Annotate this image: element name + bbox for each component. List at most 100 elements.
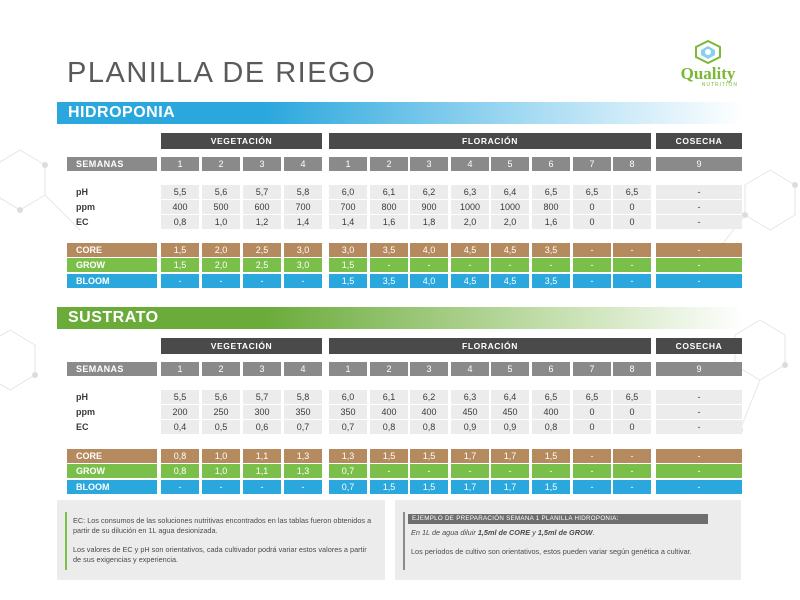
grow-cell: 1,5 (161, 258, 199, 272)
ph-cell: 5,6 (202, 390, 240, 404)
core-cell: 3,0 (284, 243, 322, 257)
ec-cell: 0 (573, 215, 611, 229)
ppm-cell: 400 (532, 405, 570, 419)
logo-word: Quality (680, 64, 736, 83)
logo-emblem-icon (695, 40, 721, 64)
week-cell: 3 (243, 157, 281, 171)
ec-cell: 1,4 (329, 215, 367, 229)
ph-cell: - (656, 390, 742, 404)
ec-cell: 1,4 (284, 215, 322, 229)
core-cell: - (656, 449, 742, 463)
week-cell: 1 (329, 157, 367, 171)
ph-cell: 5,6 (202, 185, 240, 199)
row-label-bloom: BLOOM (67, 274, 157, 288)
grow-cell: 2,0 (202, 258, 240, 272)
ppm-cell: 500 (202, 200, 240, 214)
core-cell: 1,3 (284, 449, 322, 463)
bloom-cell: - (656, 480, 742, 494)
bloom-cell: - (656, 274, 742, 288)
bloom-cell: - (243, 274, 281, 288)
core-cell: 3,0 (329, 243, 367, 257)
ec-cell: 0,4 (161, 420, 199, 434)
row-label-ppm: ppm (76, 202, 95, 212)
ph-cell: 5,7 (243, 185, 281, 199)
bloom-cell: - (284, 274, 322, 288)
core-cell: 1,5 (161, 243, 199, 257)
grow-cell: - (573, 464, 611, 478)
ec-cell: - (656, 420, 742, 434)
ppm-cell: 800 (532, 200, 570, 214)
core-cell: 0,8 (161, 449, 199, 463)
ppm-cell: - (656, 200, 742, 214)
example-part: y (530, 528, 538, 537)
grow-cell: 1,1 (243, 464, 281, 478)
ppm-cell: 0 (573, 405, 611, 419)
grow-cell: 0,8 (161, 464, 199, 478)
header-vegetacion: VEGETACIÓN (161, 338, 322, 354)
ec-cell: 0 (613, 215, 651, 229)
ec-cell: 1,0 (202, 215, 240, 229)
week-cell: 3 (410, 157, 448, 171)
header-vegetacion: VEGETACIÓN (161, 133, 322, 149)
ppm-cell: 250 (202, 405, 240, 419)
row-label-ph: pH (76, 392, 88, 402)
bloom-cell: - (202, 274, 240, 288)
week-cell: 9 (656, 157, 742, 171)
ppm-cell: 700 (329, 200, 367, 214)
bloom-cell: 0,7 (329, 480, 367, 494)
grow-cell: - (532, 258, 570, 272)
bloom-cell: - (161, 274, 199, 288)
ppm-cell: 1000 (491, 200, 529, 214)
bloom-cell: - (202, 480, 240, 494)
ppm-cell: 0 (613, 200, 651, 214)
week-cell: 6 (532, 362, 570, 376)
ec-cell: 1,6 (532, 215, 570, 229)
week-cell: 6 (532, 157, 570, 171)
row-label-ph: pH (76, 187, 88, 197)
bloom-cell: - (573, 274, 611, 288)
example-core-dose: 1,5ml de CORE (477, 528, 531, 537)
bloom-cell: 1,5 (329, 274, 367, 288)
ph-cell: 5,5 (161, 185, 199, 199)
example-part: . (592, 528, 595, 537)
ph-cell: 6,5 (613, 185, 651, 199)
row-label-semanas: SEMANAS (67, 362, 157, 376)
ph-cell: 6,5 (532, 185, 570, 199)
ec-cell: 0,9 (491, 420, 529, 434)
ec-cell: 1,8 (410, 215, 448, 229)
bloom-cell: 1,7 (491, 480, 529, 494)
row-label-bloom: BLOOM (67, 480, 157, 494)
bloom-cell: - (613, 480, 651, 494)
core-cell: 1,1 (243, 449, 281, 463)
bloom-cell: 3,5 (532, 274, 570, 288)
grow-cell: - (410, 464, 448, 478)
ph-cell: 5,7 (243, 390, 281, 404)
row-label-ec: EC (76, 422, 89, 432)
ph-cell: 6,1 (370, 390, 408, 404)
week-cell: 2 (370, 362, 408, 376)
ph-cell: 5,5 (161, 390, 199, 404)
ph-cell: 5,8 (284, 185, 322, 199)
core-cell: 2,5 (243, 243, 281, 257)
ppm-cell: 350 (329, 405, 367, 419)
example-part: En 1L de agua diluir (411, 528, 478, 537)
bloom-cell: - (573, 480, 611, 494)
week-cell: 4 (451, 157, 489, 171)
section-title: HIDROPONIA (68, 104, 176, 121)
ec-cell: 1,6 (370, 215, 408, 229)
row-label-ppm: ppm (76, 407, 95, 417)
row-label-grow: GROW (67, 258, 157, 272)
bloom-cell: - (613, 274, 651, 288)
core-cell: 4,0 (410, 243, 448, 257)
core-cell: - (573, 243, 611, 257)
grow-cell: - (613, 464, 651, 478)
ph-cell: 6,4 (491, 185, 529, 199)
ph-cell: - (656, 185, 742, 199)
grow-cell: - (656, 258, 742, 272)
week-cell: 9 (656, 362, 742, 376)
ph-cell: 6,3 (451, 390, 489, 404)
bloom-cell: 3,5 (370, 274, 408, 288)
ppm-cell: - (656, 405, 742, 419)
ppm-cell: 400 (370, 405, 408, 419)
grow-cell: 1,3 (284, 464, 322, 478)
